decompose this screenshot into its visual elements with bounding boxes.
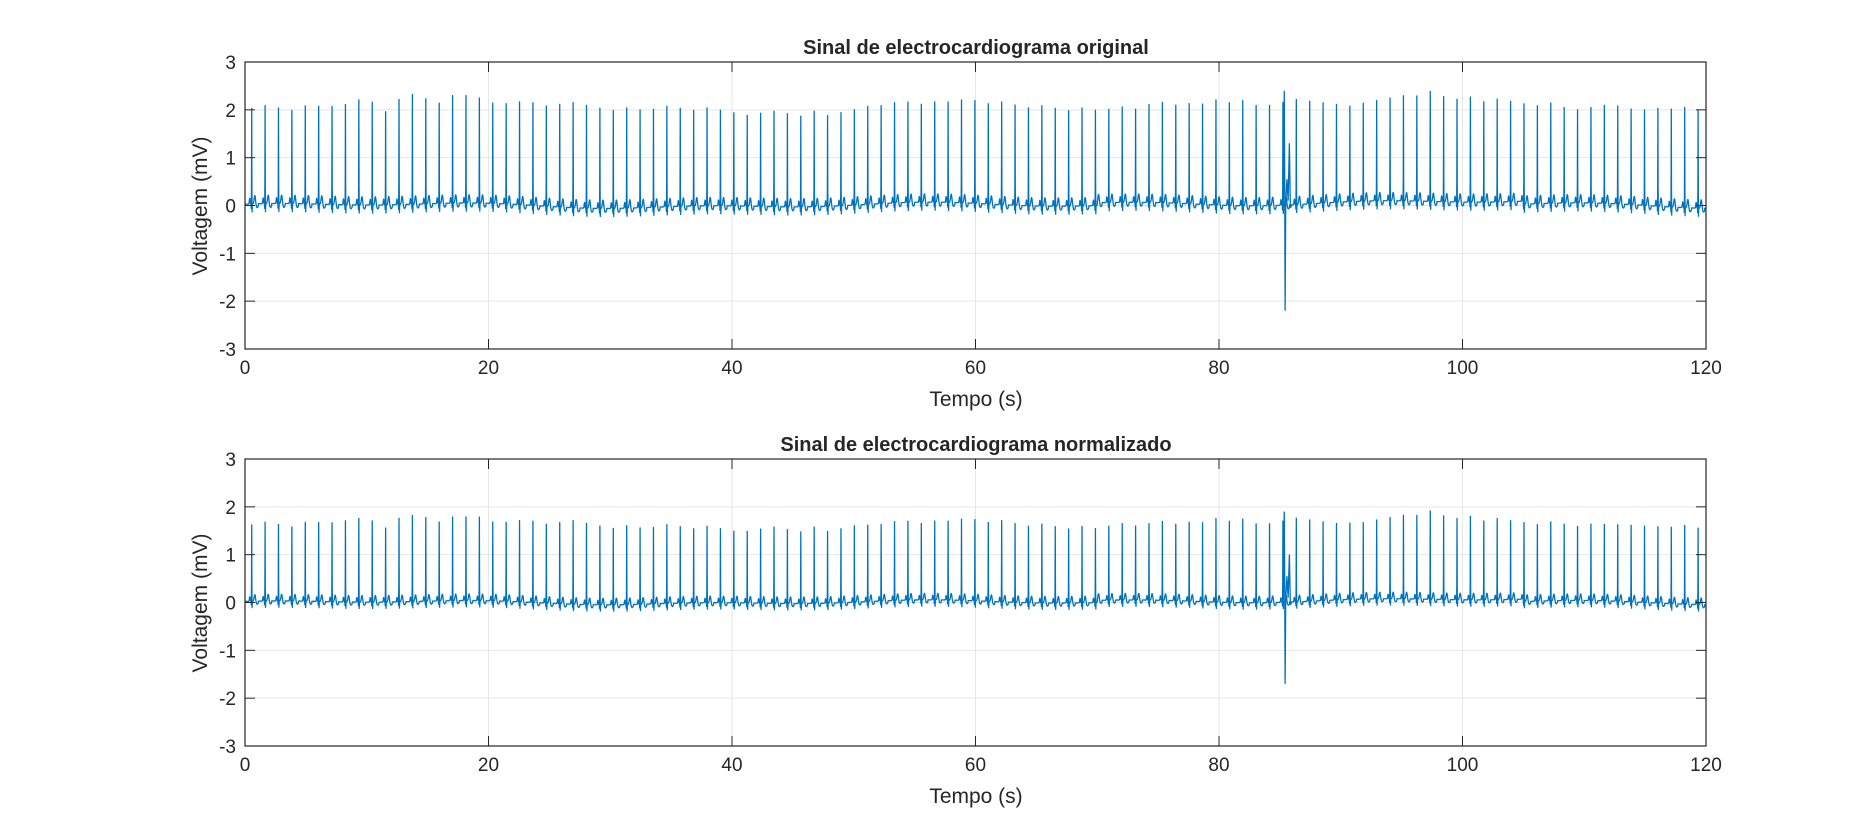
x-axis-label: Tempo (s) [929,388,1022,411]
y-tick-label: 2 [225,101,236,122]
x-tick-label: 120 [1690,358,1722,379]
y-tick-label: 1 [225,546,236,567]
y-tick-label: -2 [219,292,236,313]
y-tick-label: -3 [219,340,236,361]
y-tick-label: -3 [219,737,236,758]
ecg-artifact-spike [1282,511,1293,684]
y-tick-label: 3 [225,53,236,74]
x-tick-label: 20 [478,358,499,379]
x-tick-label: 40 [721,755,742,776]
chart-title: Sinal de electrocardiograma normalizado [780,434,1171,456]
y-axis-label: Voltagem (mV) [189,534,212,673]
y-tick-label: 0 [225,594,236,615]
signal-series [244,90,1707,311]
y-tick-label: 1 [225,149,236,170]
x-tick-label: 0 [240,755,251,776]
x-tick-label: 60 [965,358,986,379]
y-tick-label: -1 [219,244,236,265]
x-tick-label: 100 [1447,755,1479,776]
x-tick-label: 20 [478,755,499,776]
x-tick-label: 60 [965,755,986,776]
axis-ticks: 0 20 40 60 80 100 120 -3 -2 -1 0 1 2 3 [219,53,1722,379]
chart-title: Sinal de electrocardiograma original [803,37,1149,59]
signal-series [244,510,1707,684]
x-tick-label: 0 [240,358,251,379]
x-tick-label: 80 [1208,358,1229,379]
ecg-signal-line [244,510,1707,612]
y-tick-label: -2 [219,689,236,710]
y-tick-label: 0 [225,197,236,218]
x-axis-label: Tempo (s) [929,785,1022,808]
x-tick-label: 40 [721,358,742,379]
x-tick-label: 80 [1208,755,1229,776]
axis-ticks: 0 20 40 60 80 100 120 -3 -2 -1 0 1 2 3 [219,450,1722,776]
x-tick-label: 120 [1690,755,1722,776]
y-tick-label: 2 [225,498,236,519]
x-tick-label: 100 [1447,358,1479,379]
y-tick-label: -1 [219,641,236,662]
y-axis-label: Voltagem (mV) [189,137,212,276]
ecg-original-plot: Sinal de electrocardiograma original 0 20… [189,37,1722,411]
ecg-artifact-spike [1282,90,1293,311]
ecg-signal-line [244,90,1707,218]
ecg-normalized-plot: Sinal de electrocardiograma normalizado … [189,434,1722,808]
y-tick-label: 3 [225,450,236,471]
